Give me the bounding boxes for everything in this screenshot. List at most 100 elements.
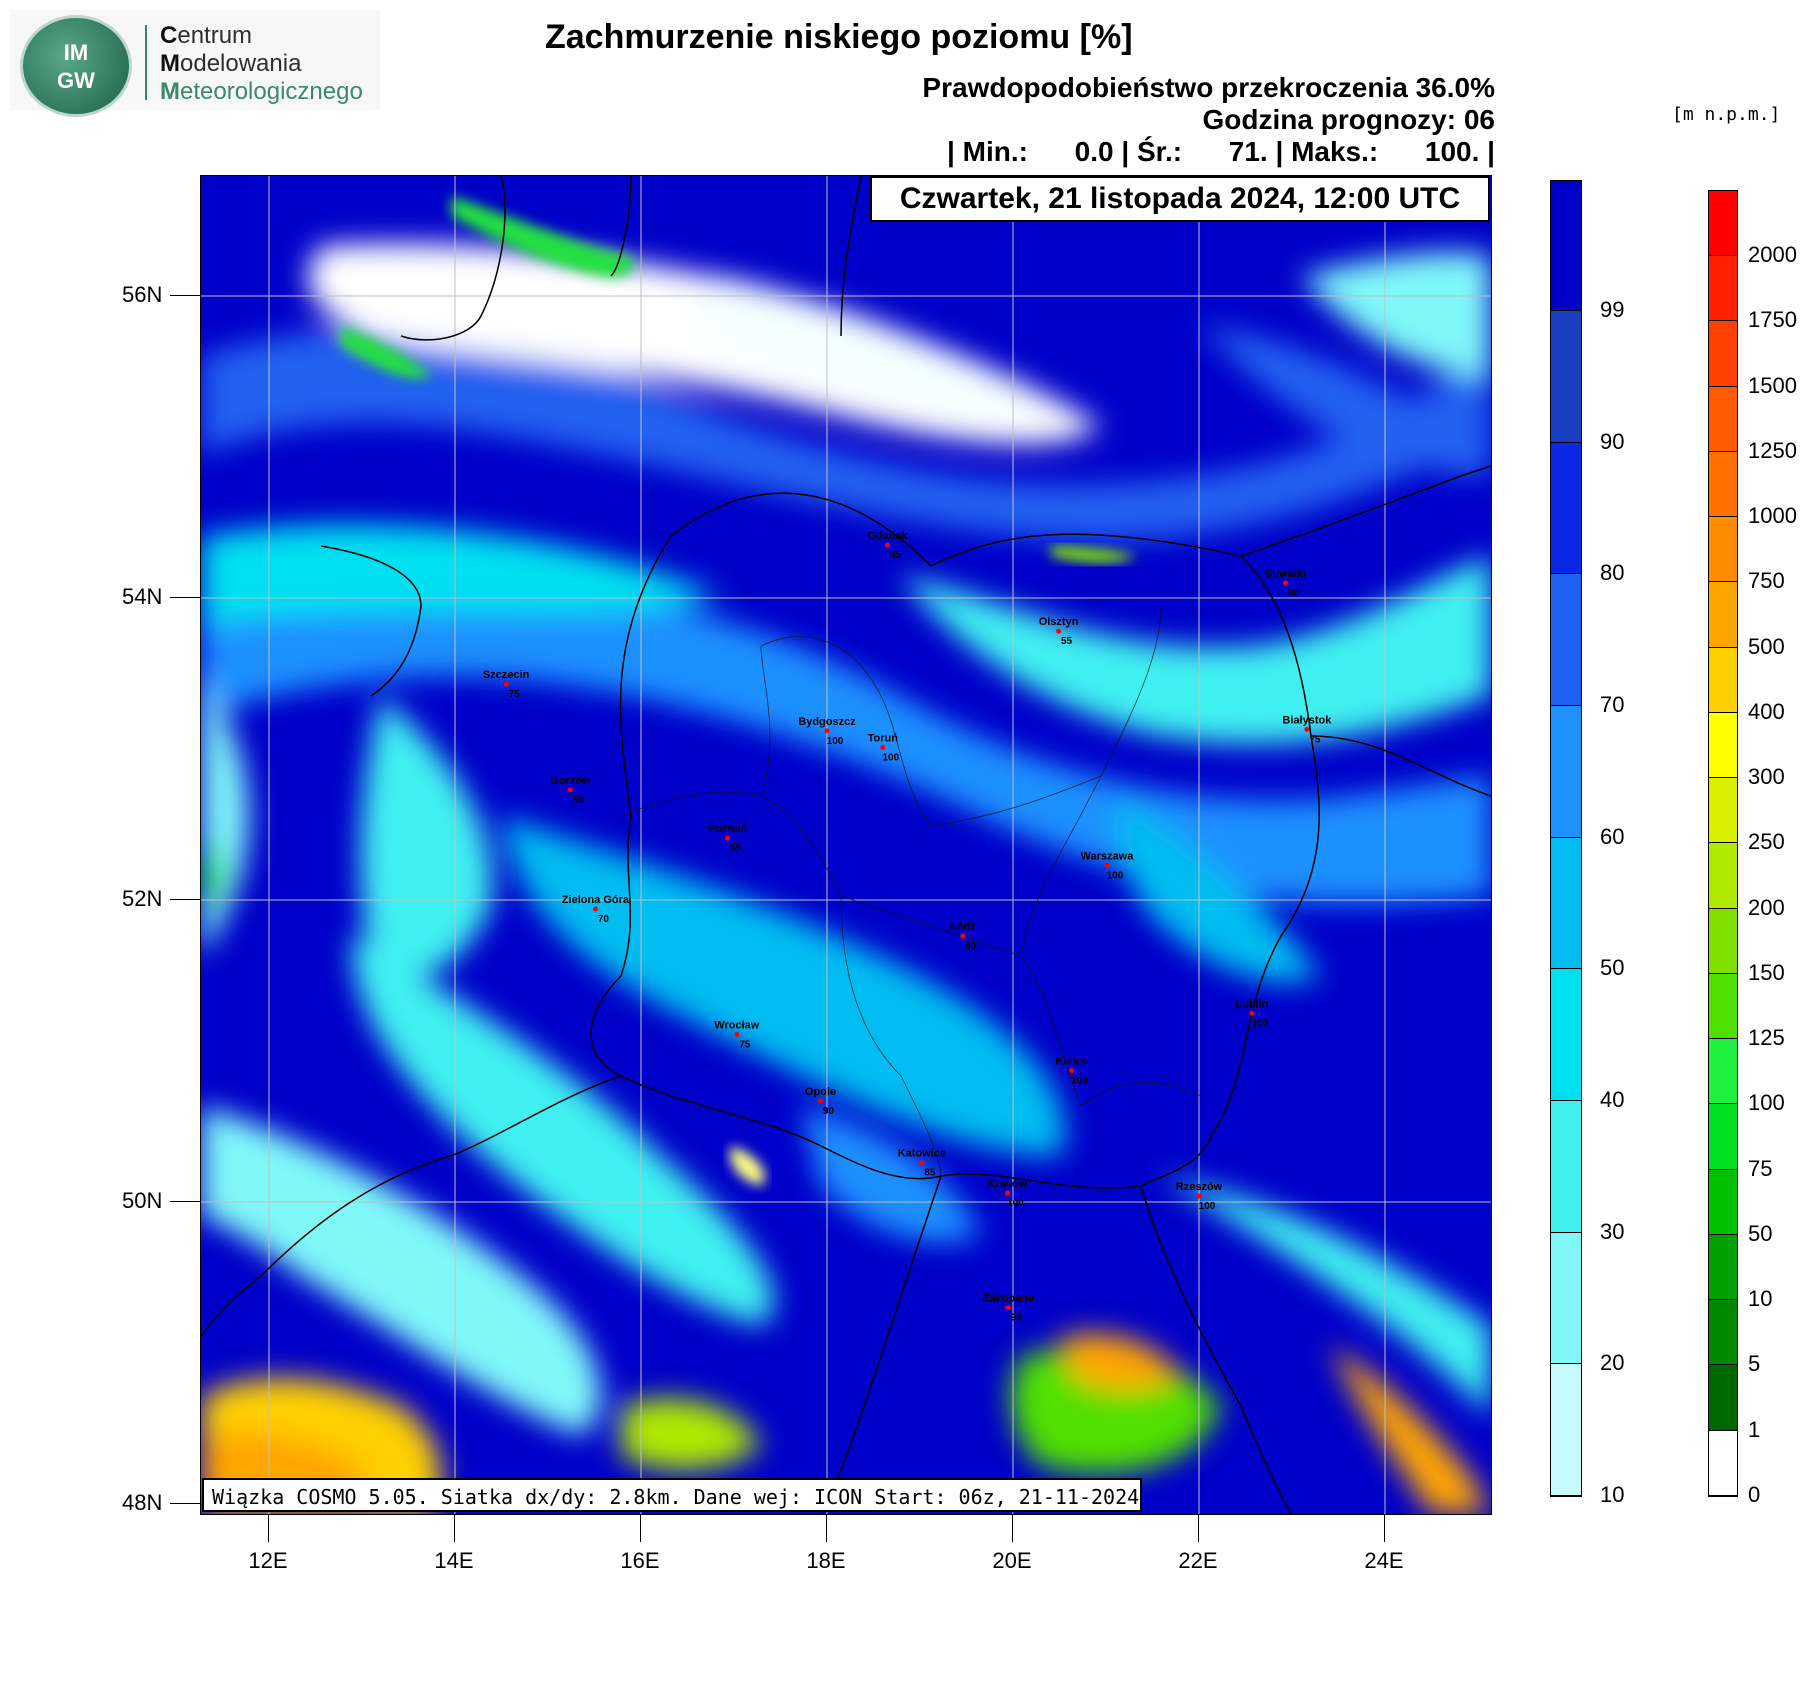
cloud-patches xyxy=(201,243,1491,1514)
forecast-hour-text: Godzina prognozy: 06 xyxy=(1202,104,1495,135)
height-colorbar-segment xyxy=(1709,321,1737,387)
cloud-colorbar-segment xyxy=(1551,442,1581,575)
city-marker: Suwałki 80 xyxy=(1265,568,1306,599)
cloud-colorbar-segment xyxy=(1551,1232,1581,1365)
height-colorbar-label: 0 xyxy=(1748,1482,1761,1507)
city-dot xyxy=(817,1098,823,1104)
height-colorbar-label: 150 xyxy=(1748,959,1785,985)
cloud-colorbar-label: 70 xyxy=(1600,692,1625,717)
height-colorbar-segment xyxy=(1709,1169,1737,1235)
cloud-colorbar-segment xyxy=(1551,1364,1581,1496)
city-value: 100 xyxy=(1107,870,1124,881)
height-colorbar-label: 200 xyxy=(1748,894,1785,920)
chart-title: Zachmurzenie niskiego poziomu [%] xyxy=(545,18,1133,56)
forecast-map: Gdańsk 35 Suwałki 80 Olsztyn 55 Szczecin 75 Bydg… xyxy=(200,175,1492,1515)
height-colorbar xyxy=(1708,190,1738,1497)
height-colorbar-segment xyxy=(1709,256,1737,322)
cloud-colorbar-label: 30 xyxy=(1600,1218,1625,1244)
city-name: Lublin xyxy=(1236,998,1269,1010)
height-colorbar-segment xyxy=(1709,451,1737,518)
height-colorbar-label: 300 xyxy=(1748,764,1785,790)
city-value: 70 xyxy=(598,914,610,925)
height-colorbar-label: 75 xyxy=(1748,1155,1773,1181)
height-colorbar-segment xyxy=(1709,1365,1737,1431)
region-borders xyxy=(620,605,1202,1177)
latitude-label: 48N xyxy=(122,1490,163,1515)
stats-text: | Min.: 0.0 | Śr.: 71. | Maks.: 100. | xyxy=(947,136,1495,167)
height-colorbar-label: 750 xyxy=(1748,568,1785,594)
city-marker: Warszawa 100 xyxy=(1081,850,1135,881)
city-value: 85 xyxy=(924,1168,936,1179)
cloud-colorbar-segment xyxy=(1551,1101,1581,1233)
cloud-colorbar-label: 40 xyxy=(1600,1087,1625,1112)
cloud-colorbar-label: 80 xyxy=(1600,560,1625,586)
longitude-tick xyxy=(1384,1514,1385,1542)
longitude-tick xyxy=(826,1514,827,1542)
cloud-colorbar-segment xyxy=(1551,706,1581,838)
city-dot xyxy=(592,906,598,912)
cloud-colorbar-label: 20 xyxy=(1600,1350,1625,1376)
city-value: 80 xyxy=(965,941,977,952)
city-dot xyxy=(1249,1010,1255,1016)
height-colorbar-label: 1250 xyxy=(1748,437,1797,463)
terrain-coast xyxy=(451,196,634,278)
cloud-colorbar-segment xyxy=(1551,574,1581,706)
height-colorbar-segment xyxy=(1709,843,1737,909)
city-value: 90 xyxy=(823,1106,835,1117)
city-dot xyxy=(824,728,830,734)
city-value: 75 xyxy=(509,689,521,700)
height-colorbar-label: 250 xyxy=(1748,829,1785,855)
cloud-colorbar-segment xyxy=(1551,181,1581,311)
badge-top-text: IM xyxy=(63,40,89,65)
imgw-logo: IM GW Centrum Modelowania Meteorologiczn… xyxy=(10,10,380,117)
city-marker: Szczecin 75 xyxy=(483,669,530,700)
latitude-label: 54N xyxy=(122,584,163,609)
height-colorbar-segment xyxy=(1709,1300,1737,1366)
city-marker: Wrocław 75 xyxy=(714,1019,759,1050)
city-marker: Lublin 100 xyxy=(1236,998,1269,1029)
city-dot xyxy=(919,1160,925,1166)
city-marker: Kielce 100 xyxy=(1055,1056,1088,1087)
city-name: Kraków xyxy=(988,1178,1028,1190)
city-dot xyxy=(960,933,966,939)
city-name: Szczecin xyxy=(483,669,530,681)
longitude-tick xyxy=(268,1514,269,1542)
city-value: 100 xyxy=(827,736,844,747)
city-dot xyxy=(1304,726,1310,732)
latitude-tick xyxy=(170,597,200,598)
city-dot xyxy=(1069,1068,1075,1074)
height-colorbar-segment xyxy=(1709,973,1737,1040)
city-dot xyxy=(880,744,886,750)
height-colorbar-label: 1000 xyxy=(1748,503,1797,529)
latitude-tick xyxy=(170,1201,200,1202)
city-marker: Rzeszów 100 xyxy=(1176,1181,1223,1212)
longitude-label: 16E xyxy=(620,1548,660,1573)
model-footnote: Wiązka COSMO 5.05. Siatka dx/dy: 2.8km. … xyxy=(202,1478,1142,1512)
terrain-spit xyxy=(1051,546,1136,563)
city-dot xyxy=(884,542,890,548)
cloud-colorbar-label: 99 xyxy=(1600,297,1625,322)
city-value: 100 xyxy=(882,752,899,763)
logo-divider xyxy=(145,25,147,100)
city-name: Gdańsk xyxy=(867,530,908,542)
height-colorbar-label: 10 xyxy=(1748,1286,1773,1312)
city-name: Toruń xyxy=(868,732,899,744)
height-colorbar-label: 1750 xyxy=(1748,307,1797,333)
height-colorbar-segment xyxy=(1709,386,1737,452)
city-markers: Gdańsk 35 Suwałki 80 Olsztyn 55 Szczecin 75 Bydg… xyxy=(483,530,1332,1324)
city-name: Olsztyn xyxy=(1039,616,1079,628)
cloud-colorbar-label: 50 xyxy=(1600,955,1625,981)
city-name: Wrocław xyxy=(714,1019,759,1031)
city-name: Opole xyxy=(805,1086,836,1098)
cloud-colorbar-label: 60 xyxy=(1600,823,1625,849)
city-marker: Zielona Góra 70 xyxy=(562,894,630,925)
longitude-tick xyxy=(640,1514,641,1542)
city-dot xyxy=(1004,1190,1010,1196)
city-marker: Gorzów 50 xyxy=(550,775,591,806)
city-value: 100 xyxy=(1199,1201,1216,1212)
city-name: Łódź xyxy=(950,921,976,933)
height-colorbar-label: 50 xyxy=(1748,1220,1773,1246)
height-colorbar-label: 400 xyxy=(1748,698,1785,724)
city-name: Rzeszów xyxy=(1176,1181,1223,1193)
height-colorbar-label: 500 xyxy=(1748,633,1785,659)
